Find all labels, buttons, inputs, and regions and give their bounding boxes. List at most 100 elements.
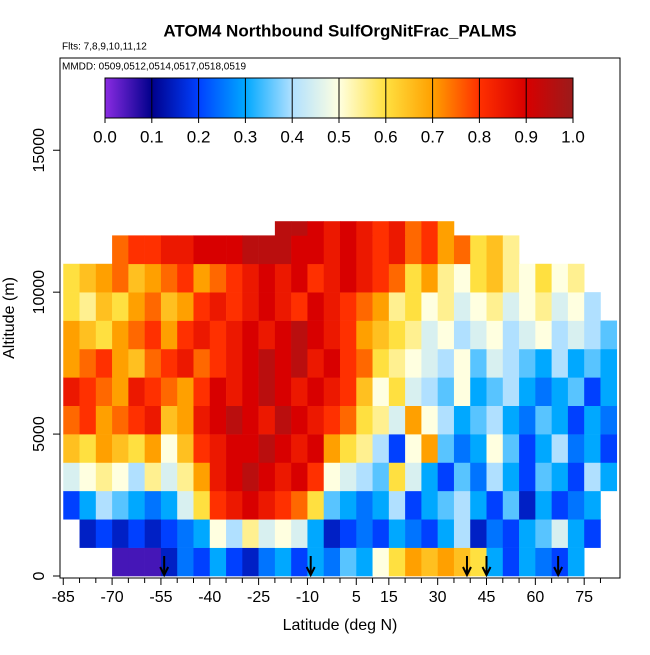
heatmap-cell [486, 377, 504, 406]
heatmap-cell [242, 377, 259, 406]
heatmap-cell [519, 434, 536, 463]
heatmap-cell [388, 348, 406, 378]
heatmap-cell [258, 547, 276, 577]
heatmap-cell [372, 405, 390, 435]
heatmap-cell [340, 434, 357, 463]
heatmap-cell [486, 462, 504, 492]
chart-title: ATOM4 Northbound SulfOrgNitFrac_PALMS [163, 21, 516, 40]
heatmap-cell [535, 263, 552, 293]
colorbar-tick-label: 0.8 [468, 127, 492, 146]
heatmap-cell [79, 434, 97, 463]
heatmap-cell [193, 292, 211, 321]
heatmap-cell [226, 377, 243, 406]
heatmap-cell [112, 462, 129, 492]
heatmap-cell [502, 320, 520, 350]
heatmap-cell [470, 490, 487, 520]
heatmap-cell [340, 547, 357, 577]
heatmap-cell [372, 235, 390, 265]
heatmap-cell [79, 292, 97, 321]
heatmap-cell [323, 377, 341, 406]
heatmap-cell [405, 547, 422, 577]
heatmap-cell [128, 235, 145, 265]
heatmap-cell [307, 221, 325, 236]
heatmap-cell [226, 320, 243, 350]
heatmap-cell [405, 235, 422, 265]
x-tick-label: -10 [296, 589, 319, 606]
heatmap-cell [437, 377, 455, 406]
heatmap-cell [274, 221, 292, 236]
heatmap-cell [356, 462, 373, 492]
arrow [481, 556, 492, 578]
heatmap-cell [274, 434, 292, 463]
heatmap-cell [258, 377, 276, 406]
heatmap-cell [144, 434, 162, 463]
heatmap-cell [356, 490, 373, 520]
heatmap-cell [470, 263, 487, 293]
heatmap-cell [79, 519, 97, 548]
heatmap-cell [535, 462, 552, 492]
heatmap-cell [405, 263, 422, 293]
heatmap-cell [323, 348, 341, 378]
heatmap-cell [95, 263, 113, 293]
heatmap-cell [258, 434, 276, 463]
heatmap-cell [551, 263, 569, 293]
heatmap-cell [128, 519, 145, 548]
heatmap-cell [307, 434, 325, 463]
heatmap-cell [63, 348, 80, 378]
heatmap-cell [160, 292, 178, 321]
heatmap-cell [437, 519, 455, 548]
x-tick-label: 75 [575, 589, 593, 606]
arrow [305, 556, 316, 578]
heatmap-cell [258, 235, 276, 265]
heatmap-cell [307, 462, 325, 492]
heatmap-cell [209, 490, 227, 520]
heatmap-cell [567, 519, 585, 548]
heatmap-cell [567, 263, 585, 293]
heatmap-cell [502, 292, 520, 321]
heatmap-cell [600, 434, 618, 463]
colorbar-tick-label: 0.5 [327, 127, 351, 146]
heatmap-cell [79, 263, 97, 293]
heatmap-cell [307, 377, 325, 406]
heatmap-cell [177, 462, 194, 492]
heatmap-cell [340, 221, 357, 236]
heatmap-cell [600, 462, 618, 492]
heatmap-cell [274, 405, 292, 435]
heatmap-cell [112, 377, 129, 406]
heatmap-cell [193, 263, 211, 293]
heatmap-cell [453, 235, 471, 265]
heatmap-cell [226, 263, 243, 293]
heatmap-cell [226, 547, 243, 577]
heatmap-cell [128, 348, 145, 378]
heatmap-cell [356, 263, 373, 293]
heatmap-cell [160, 405, 178, 435]
heatmap-cell [226, 235, 243, 265]
heatmap-cell [258, 519, 276, 548]
heatmap-cell [437, 348, 455, 378]
heatmap-cell [307, 490, 325, 520]
heatmap-cell [112, 434, 129, 463]
heatmap-cell [421, 547, 438, 577]
heatmap-cell [323, 292, 341, 321]
heatmap-cell [63, 405, 80, 435]
heatmap-cell [144, 377, 162, 406]
heatmap-cell [307, 405, 325, 435]
heatmap-cell [600, 320, 618, 350]
heatmap-cell [274, 547, 292, 577]
heatmap-cell [209, 377, 227, 406]
heatmap-cell [437, 320, 455, 350]
heatmap-cell [193, 490, 211, 520]
heatmap-cell [323, 434, 341, 463]
heatmap-cell [437, 405, 455, 435]
heatmap-cell [209, 292, 227, 321]
heatmap-cell [274, 320, 292, 350]
heatmap-cell [63, 434, 80, 463]
heatmap-cell [388, 434, 406, 463]
heatmap-cell [274, 263, 292, 293]
heatmap-cell [160, 348, 178, 378]
heatmap-cell [356, 320, 373, 350]
heatmap-cell [193, 462, 211, 492]
heatmap-cell [160, 519, 178, 548]
heatmap-cell [405, 377, 422, 406]
heatmap-cell [388, 320, 406, 350]
